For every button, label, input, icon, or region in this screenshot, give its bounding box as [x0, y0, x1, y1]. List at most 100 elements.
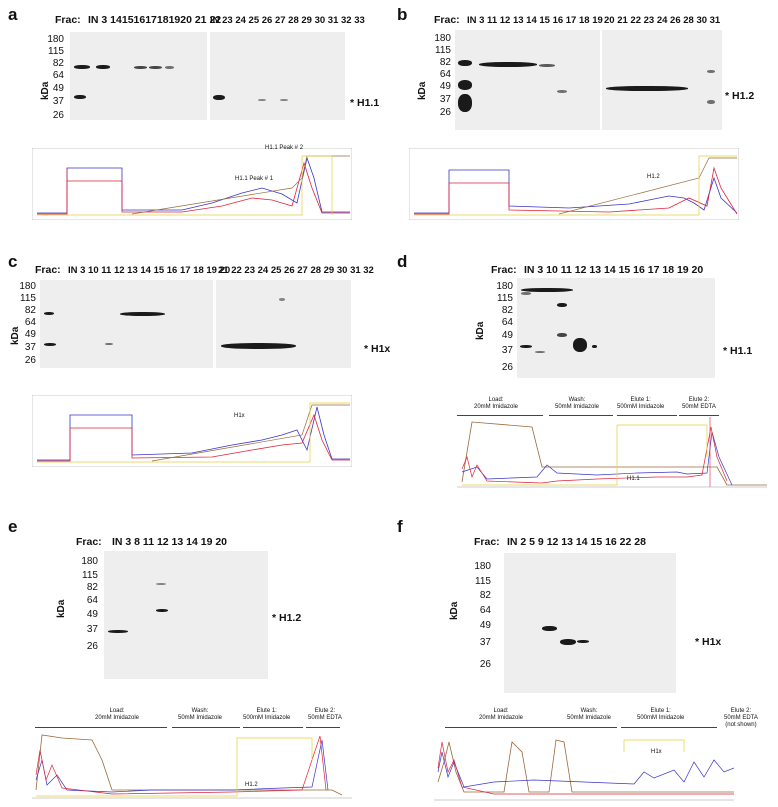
panel-b: b Frac: IN 3 11 12 13 14 15 16 17 18 19 … — [389, 0, 778, 230]
panel-label: f — [397, 517, 403, 536]
mw-82: 82 — [439, 57, 451, 68]
mw-26: 26 — [439, 107, 451, 118]
mw-180: 180 — [474, 561, 491, 572]
mw-82: 82 — [52, 58, 64, 69]
mw-37: 37 — [86, 624, 98, 635]
mw-180: 180 — [47, 34, 64, 45]
peak-annotation-1: H1.1 Peak # 1 — [235, 176, 274, 182]
chromatogram — [32, 734, 352, 799]
western-blot-left — [455, 30, 600, 130]
kda-axis-label: kDa — [475, 321, 486, 340]
phase-load-bar — [35, 727, 167, 728]
mw-64: 64 — [439, 69, 451, 80]
western-blot-right — [216, 280, 351, 368]
frac-prefix: Frac: — [55, 14, 81, 26]
western-blot-left — [40, 280, 213, 368]
phase-load-bar — [457, 415, 543, 416]
mw-49: 49 — [501, 330, 513, 341]
mw-64: 64 — [52, 70, 64, 81]
frac-prefix: Frac: — [35, 264, 61, 276]
h1-marker: * H1.2 — [725, 90, 755, 102]
peak-annotation: H1x — [234, 413, 245, 419]
mw-82: 82 — [24, 305, 36, 316]
phase-load: Load: 20mM Imidazole — [479, 708, 524, 721]
phase-wash: Wash: 50mM Imidazole — [567, 708, 612, 721]
mw-49: 49 — [52, 83, 64, 94]
mw-37: 37 — [501, 345, 513, 356]
phase-wash: Wash: 50mM Imidazole — [178, 708, 223, 721]
mw-64: 64 — [501, 317, 513, 328]
lane-labels-right: 20 21 22 23 24 26 28 30 31 — [604, 15, 721, 26]
phase-wash-bar — [549, 415, 613, 416]
mw-26: 26 — [52, 110, 64, 121]
frac-prefix: Frac: — [434, 14, 460, 26]
mw-180: 180 — [496, 281, 513, 292]
mw-115: 115 — [435, 45, 451, 56]
western-blot-left — [70, 32, 207, 120]
phase-elute1: Elute 1: 500mM Imidazole — [637, 708, 685, 721]
phase-wash-bar — [561, 727, 617, 728]
mw-37: 37 — [24, 342, 36, 353]
mw-26: 26 — [24, 355, 36, 366]
panel-d: d Frac: IN 3 10 11 12 13 14 15 16 17 18 … — [389, 245, 778, 495]
phase-elute2: Elute 2: 50mM EDTA — [308, 708, 342, 721]
phase-elute1: Elute 1: 500mM Imidazole — [617, 397, 665, 410]
western-blot — [104, 551, 268, 679]
mw-26: 26 — [86, 641, 98, 652]
lane-labels: IN 3 10 11 12 13 14 15 16 17 18 19 20 — [524, 264, 704, 276]
mw-180: 180 — [434, 33, 451, 44]
mw-37: 37 — [439, 94, 451, 105]
phase-load-bar — [445, 727, 561, 728]
mw-82: 82 — [479, 590, 491, 601]
mw-115: 115 — [20, 293, 36, 304]
h1-marker: * H1x — [364, 343, 391, 355]
kda-axis-label: kDa — [56, 599, 67, 618]
h1-marker: * H1.2 — [272, 612, 302, 624]
kda-axis-label: kDa — [449, 601, 460, 620]
panel-label: d — [397, 252, 408, 271]
panel-label: a — [8, 5, 18, 24]
frac-prefix: Frac: — [491, 264, 517, 276]
phase-load: Load: 20mM Imidazole — [474, 397, 519, 410]
mw-82: 82 — [501, 305, 513, 316]
lane-labels-left: IN 3 10 11 12 13 14 15 16 17 18 19 20 — [68, 265, 231, 276]
mw-180: 180 — [19, 281, 36, 292]
peak-annotation: H1.2 — [245, 782, 258, 788]
phase-elute2: Elute 2: 50mM EDTA — [682, 397, 716, 410]
panel-e: e Frac: IN 3 8 11 12 13 14 19 20 kDa 180… — [0, 510, 389, 807]
mw-115: 115 — [475, 576, 491, 587]
mw-49: 49 — [24, 329, 36, 340]
mw-64: 64 — [24, 317, 36, 328]
phase-wash-bar — [172, 727, 240, 728]
lane-labels-left: IN 3 14151617181920 21 22 — [88, 14, 222, 26]
phase-elute1-bar — [621, 727, 717, 728]
phase-elute1: Elute 1: 500mM Imidazole — [243, 708, 291, 721]
phase-elute2-bar — [306, 727, 340, 728]
mw-115: 115 — [48, 46, 64, 57]
mw-26: 26 — [479, 659, 491, 670]
mw-82: 82 — [86, 582, 98, 593]
h1-marker: * H1.1 — [723, 345, 753, 357]
western-blot — [504, 553, 676, 693]
mw-180: 180 — [81, 556, 98, 567]
chromatogram — [434, 739, 734, 801]
mw-37: 37 — [52, 96, 64, 107]
phase-elute1-bar — [243, 727, 303, 728]
western-blot-right — [602, 30, 722, 130]
lane-labels-right: IN 23 24 25 26 27 28 29 30 31 32 33 — [210, 15, 365, 26]
h1-marker: * H1.1 — [350, 97, 380, 109]
mw-64: 64 — [86, 595, 98, 606]
phase-wash: Wash: 50mM Imidazole — [555, 397, 600, 410]
peak-annotation: H1.2 — [647, 174, 660, 180]
panel-label: b — [397, 5, 408, 24]
mw-64: 64 — [479, 605, 491, 616]
chromatogram — [32, 395, 352, 467]
mw-49: 49 — [439, 81, 451, 92]
mw-37: 37 — [479, 637, 491, 648]
panel-label: c — [8, 252, 18, 271]
lane-labels-right: 21 22 23 24 25 26 27 28 29 30 31 32 — [218, 265, 374, 276]
panel-f: f Frac: IN 2 5 9 12 13 14 15 16 22 28 kD… — [389, 510, 778, 807]
mw-26: 26 — [501, 362, 513, 373]
lane-labels: IN 2 5 9 12 13 14 15 16 22 28 — [507, 536, 646, 548]
western-blot-right — [210, 32, 345, 120]
